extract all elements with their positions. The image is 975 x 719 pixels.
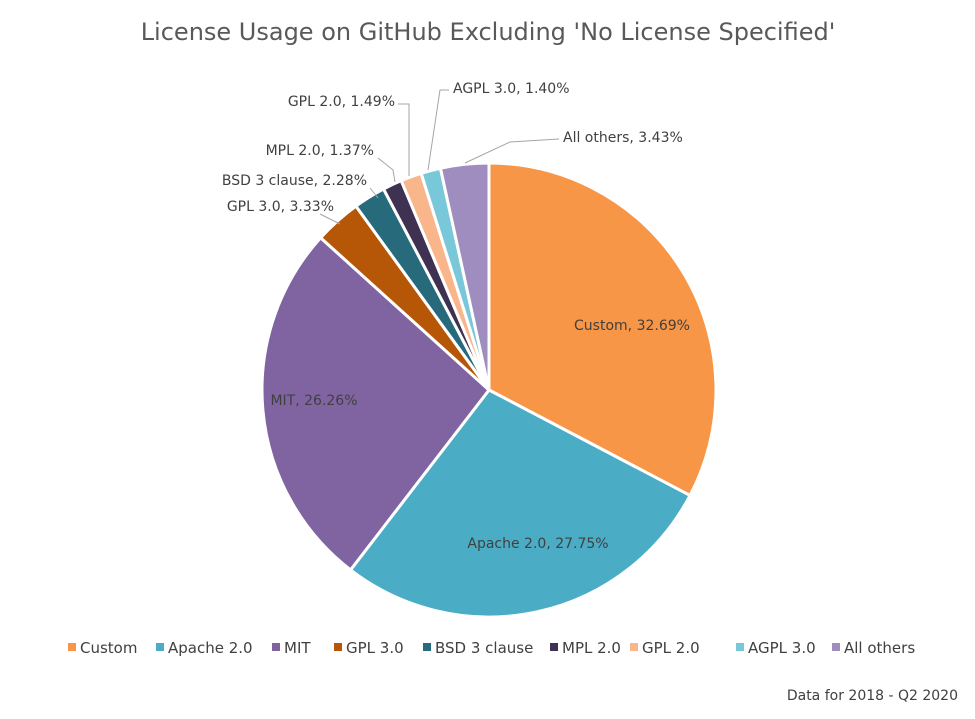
legend-swatch-gpl-2-0 [630,643,638,651]
leader-line-gpl-3-0 [319,213,341,225]
leader-line-agpl-3-0 [427,89,449,171]
data-label-gpl-2-0: GPL 2.0, 1.49% [288,94,395,110]
leader-line-mpl-2-0 [377,157,396,183]
data-label-gpl-3-0: GPL 3.0, 3.33% [227,199,334,215]
legend-swatch-gpl-3-0 [334,643,342,651]
legend-label-mpl-2-0: MPL 2.0 [562,639,621,657]
leader-line-gpl-2-0 [398,103,410,176]
legend-item-agpl-3-0: AGPL 3.0 [736,639,816,657]
legend-swatch-all-others [832,643,840,651]
legend-swatch-bsd-3-clause [423,643,431,651]
leader-line-all-others [464,138,560,164]
legend-swatch-apache-2-0 [156,643,164,651]
data-label-custom: Custom, 32.69% [574,318,690,334]
legend-item-bsd-3-clause: BSD 3 clause [423,639,533,657]
legend-label-custom: Custom [80,639,137,657]
legend-label-gpl-3-0: GPL 3.0 [346,639,404,657]
legend-item-apache-2-0: Apache 2.0 [156,639,253,657]
pie-slices [260,161,718,619]
legend: Custom Apache 2.0 MIT GPL 3.0 BSD 3 clause MP… [68,639,915,657]
legend-swatch-agpl-3-0 [736,643,744,651]
legend-label-apache-2-0: Apache 2.0 [168,639,253,657]
legend-swatch-custom [68,643,76,651]
legend-label-agpl-3-0: AGPL 3.0 [748,639,816,657]
legend-item-custom: Custom [68,639,137,657]
data-label-mpl-2-0: MPL 2.0, 1.37% [266,143,374,159]
legend-item-gpl-3-0: GPL 3.0 [334,639,404,657]
pie-slice-apache-2-0 [348,388,693,619]
pie-slice-custom [487,161,718,498]
data-label-bsd-3-clause: BSD 3 clause, 2.28% [222,173,367,189]
legend-label-mit: MIT [284,639,311,657]
footnote: Data for 2018 - Q2 2020 [787,688,958,704]
pie-slice-mit [260,235,492,572]
legend-item-mit: MIT [272,639,311,657]
legend-label-gpl-2-0: GPL 2.0 [642,639,700,657]
legend-item-mpl-2-0: MPL 2.0 [550,639,621,657]
data-label-apache-2-0: Apache 2.0, 27.75% [467,536,608,552]
legend-label-all-others: All others [844,639,915,657]
pie-slice-all-others [438,161,491,391]
data-labels: Custom, 32.69% Apache 2.0, 27.75% MIT, 26.… [222,81,690,552]
data-label-all-others: All others, 3.43% [563,130,683,146]
leader-lines [319,89,560,225]
data-label-agpl-3-0: AGPL 3.0, 1.40% [453,81,570,97]
legend-swatch-mit [272,643,280,651]
data-label-mit: MIT, 26.26% [270,393,357,409]
legend-item-all-others: All others [832,639,915,657]
legend-label-bsd-3-clause: BSD 3 clause [435,639,533,657]
legend-swatch-mpl-2-0 [550,643,558,651]
legend-item-gpl-2-0: GPL 2.0 [630,639,700,657]
chart-title: License Usage on GitHub Excluding 'No Li… [141,18,836,46]
leader-line-bsd-3-clause [369,187,379,199]
